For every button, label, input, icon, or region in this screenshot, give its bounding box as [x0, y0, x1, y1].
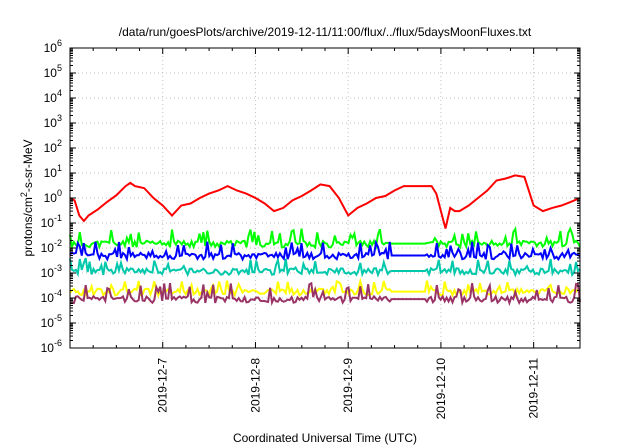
series-line-purple: [69, 281, 581, 307]
x-axis: 2019-12-7 2019-12-8 2019-12-9 2019-12-10 201…: [92, 48, 581, 420]
x-tick-label: 2019-12-10: [434, 358, 448, 420]
y-tick-label: 103: [44, 113, 62, 130]
series-line-cyan: [69, 256, 581, 278]
y-axis-label: protons/cm2-s-sr-MeV: [19, 139, 35, 256]
y-tick-label: 10-5: [41, 313, 62, 330]
series-line-yellow: [69, 277, 581, 299]
y-tick-label: 10-6: [41, 338, 62, 355]
grid: [70, 48, 580, 348]
x-tick-label: 2019-12-7: [156, 358, 170, 413]
y-tick-label: 100: [44, 188, 62, 205]
y-tick-label: 10-2: [41, 238, 62, 255]
y-tick-label: 106: [44, 38, 62, 55]
series-line-red: [69, 174, 581, 229]
x-tick-label: 2019-12-8: [248, 358, 262, 413]
x-tick-label: 2019-12-9: [341, 358, 355, 413]
y-tick-label: 10-1: [41, 213, 62, 230]
y-tick-label: 10-4: [41, 288, 62, 305]
y-axis: 10-6 10-5 10-4 10-3 10-2 10-1 100 101 102 103 104 1…: [41, 38, 580, 355]
y-tick-label: 101: [44, 163, 62, 180]
y-axis-label-sup: 2: [19, 192, 29, 197]
x-axis-label: Coordinated Universal Time (UTC): [233, 431, 417, 445]
y-tick-label: 105: [44, 63, 62, 80]
y-tick-label: 104: [44, 88, 62, 105]
y-tick-label: 10-3: [41, 263, 62, 280]
series-line-green: [69, 225, 581, 251]
y-tick-label: 102: [44, 138, 62, 155]
series-group: [69, 174, 581, 307]
x-tick-label: 2019-12-11: [527, 358, 541, 419]
chart-title: /data/run/goesPlots/archive/2019-12-11/1…: [119, 25, 532, 39]
series-line-blue: [69, 239, 581, 263]
